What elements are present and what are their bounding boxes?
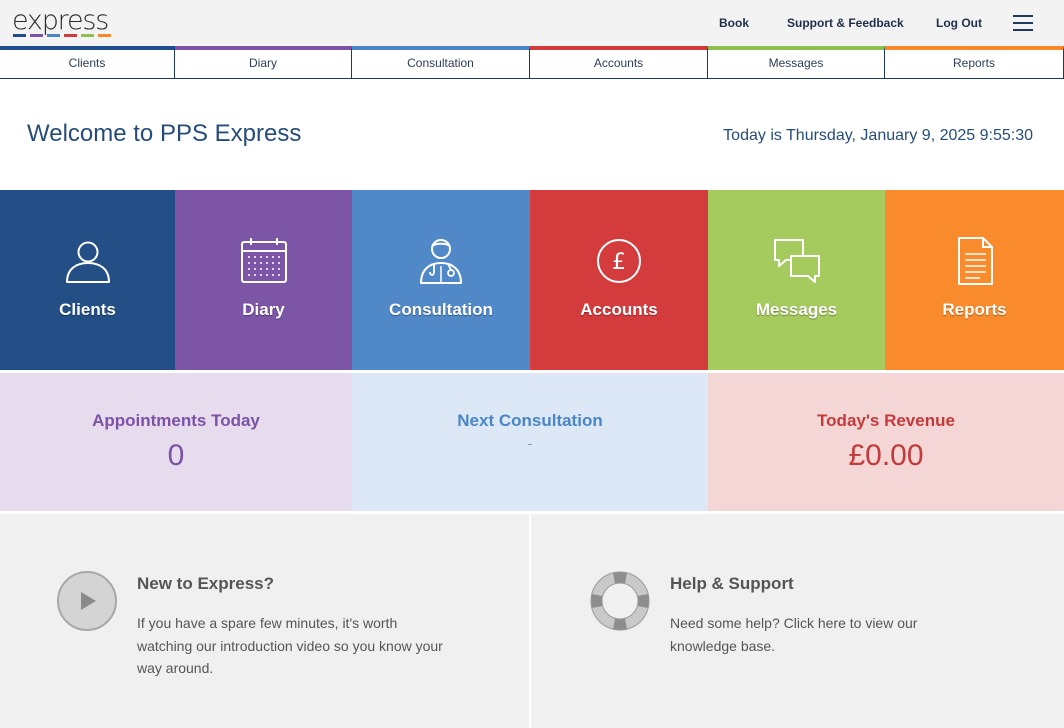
tab-accounts[interactable]: Accounts xyxy=(530,46,708,79)
logo-dash xyxy=(98,34,111,37)
play-icon[interactable] xyxy=(56,570,118,632)
express-logo[interactable]: express xyxy=(12,5,109,36)
book-link[interactable]: Book xyxy=(719,16,749,30)
tile-label: Messages xyxy=(755,300,838,319)
user-icon xyxy=(65,241,110,283)
next-consultation-value: - xyxy=(527,435,533,451)
tab-reports[interactable]: Reports xyxy=(885,46,1064,79)
support-feedback-link[interactable]: Support & Feedback xyxy=(787,16,904,30)
tile-diary[interactable]: Diary xyxy=(175,190,352,370)
todays-revenue-value: £0.00 xyxy=(848,439,924,472)
doctor-icon xyxy=(420,239,462,284)
logo-dash xyxy=(30,34,43,37)
appointments-today-card[interactable]: Appointments Today 0 xyxy=(0,373,352,511)
tile-messages[interactable]: Messages xyxy=(708,190,885,370)
chat-bubbles-icon xyxy=(773,239,820,283)
logo-dash xyxy=(13,34,26,37)
logo-dash xyxy=(81,34,94,37)
new-to-express-panel[interactable]: New to Express? If you have a spare few … xyxy=(0,514,529,728)
appointments-today-label: Appointments Today xyxy=(92,411,260,430)
document-icon xyxy=(957,237,993,285)
tab-messages[interactable]: Messages xyxy=(708,46,885,79)
next-consultation-label: Next Consultation xyxy=(457,411,603,430)
header-bar: express Book Support & Feedback Log Out xyxy=(0,0,1064,46)
logout-link[interactable]: Log Out xyxy=(936,16,982,30)
tile-clients[interactable]: Clients xyxy=(0,190,175,370)
appointments-today-value: 0 xyxy=(167,439,185,472)
tab-diary[interactable]: Diary xyxy=(175,46,352,79)
todays-revenue-label: Today's Revenue xyxy=(817,411,955,430)
svg-text:£: £ xyxy=(612,250,626,275)
help-support-text[interactable]: Need some help? Click here to view our k… xyxy=(670,615,918,654)
pound-coin-icon: £ xyxy=(597,239,641,283)
tile-label: Accounts xyxy=(580,300,658,319)
calendar-icon xyxy=(240,238,287,283)
lifebuoy-icon xyxy=(590,571,650,631)
new-to-express-title: New to Express? xyxy=(137,574,274,593)
new-to-express-text: If you have a spare few minutes, it's wo… xyxy=(137,615,443,676)
logo-dash xyxy=(47,34,60,37)
page-title: Welcome to PPS Express xyxy=(27,120,302,147)
hamburger-icon[interactable] xyxy=(1013,15,1033,31)
tile-label: Clients xyxy=(59,300,116,319)
help-support-title: Help & Support xyxy=(670,574,794,593)
current-datetime: Today is Thursday, January 9, 2025 9:55:… xyxy=(723,127,1033,144)
tab-clients[interactable]: Clients xyxy=(0,46,175,79)
logo-color-dashes xyxy=(13,34,113,37)
tile-label: Reports xyxy=(942,300,1007,319)
todays-revenue-card[interactable]: Today's Revenue £0.00 xyxy=(708,373,1064,511)
tile-label: Consultation xyxy=(389,300,493,319)
main-tab-nav: Clients Diary Consultation Accounts Mess… xyxy=(0,46,1064,79)
tile-accounts[interactable]: £ Accounts xyxy=(530,190,708,370)
tab-consultation[interactable]: Consultation xyxy=(352,46,530,79)
help-support-panel[interactable]: Help & Support Need some help? Click her… xyxy=(531,514,1064,728)
tile-consultation[interactable]: Consultation xyxy=(352,190,530,370)
tile-reports[interactable]: Reports xyxy=(885,190,1064,370)
next-consultation-card[interactable]: Next Consultation - xyxy=(352,373,708,511)
tile-label: Diary xyxy=(242,300,285,319)
logo-dash xyxy=(64,34,77,37)
